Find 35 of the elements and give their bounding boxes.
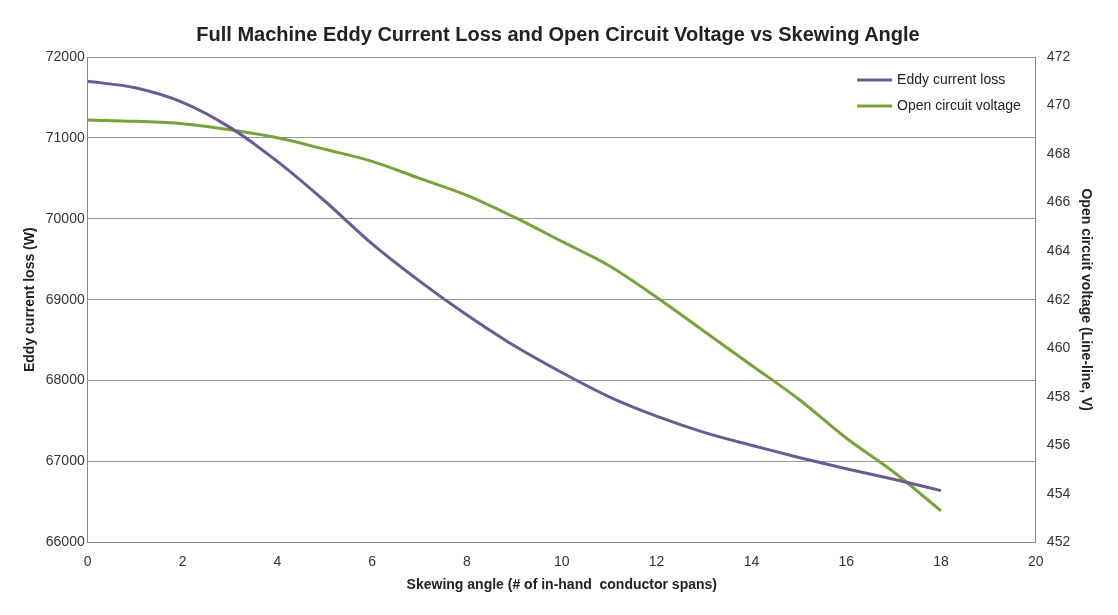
x-tick-label: 12 <box>648 552 665 569</box>
y-tick-label: 69000 <box>45 290 85 307</box>
x-axis-title: Skewing angle (# of in-hand conductor spans) <box>406 576 717 593</box>
y-tick-label: 71000 <box>45 128 85 145</box>
y-tick-label: 70000 <box>45 209 85 226</box>
x-tick-label: 0 <box>83 552 92 569</box>
y2-tick-label: 462 <box>1046 290 1071 307</box>
x-tick-label: 14 <box>743 552 760 569</box>
y2-tick-label: 472 <box>1046 47 1071 64</box>
x-tick-label: 10 <box>554 552 570 569</box>
y-tick-label: 67000 <box>45 452 85 469</box>
x-tick-label: 16 <box>838 552 855 569</box>
x-tick-label: 2 <box>178 552 187 569</box>
x-tick-label: 6 <box>368 552 377 569</box>
x-tick-label: 4 <box>273 552 282 569</box>
y2-tick-label: 470 <box>1046 96 1071 113</box>
y2-axis-title: Open circuit voltage (Line-line, V) <box>1078 188 1095 411</box>
y2-tick-label: 452 <box>1046 533 1071 550</box>
y2-tick-label: 454 <box>1046 484 1071 501</box>
y-tick-label: 72000 <box>45 47 85 64</box>
x-tick-label: 8 <box>463 552 472 569</box>
y-axis-title: Eddy current loss (W) <box>21 227 38 373</box>
y2-tick-label: 464 <box>1046 242 1071 259</box>
y2-tick-label: 460 <box>1046 339 1071 356</box>
legend-label: Open circuit voltage <box>897 96 1022 113</box>
legend-label: Eddy current loss <box>897 70 1006 87</box>
y2-tick-label: 456 <box>1046 436 1071 453</box>
chart-title: Full Machine Eddy Current Loss and Open Circuit Voltage vs Skewing Angle <box>196 22 920 45</box>
y-tick-label: 68000 <box>45 371 85 388</box>
y2-tick-label: 466 <box>1046 193 1071 210</box>
x-tick-label: 20 <box>1028 552 1044 569</box>
y2-tick-label: 458 <box>1046 387 1071 404</box>
x-tick-label: 18 <box>933 552 950 569</box>
y2-tick-label: 468 <box>1046 144 1071 161</box>
y-tick-label: 66000 <box>45 533 85 550</box>
